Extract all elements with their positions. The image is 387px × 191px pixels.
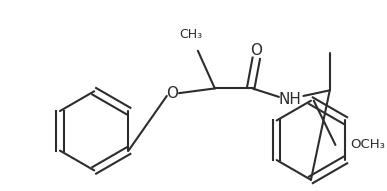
Text: CH₃: CH₃ [179, 28, 202, 41]
Text: O: O [166, 86, 178, 101]
Text: OCH₃: OCH₃ [351, 138, 385, 151]
Text: NH: NH [279, 92, 301, 107]
Text: O: O [250, 43, 262, 58]
